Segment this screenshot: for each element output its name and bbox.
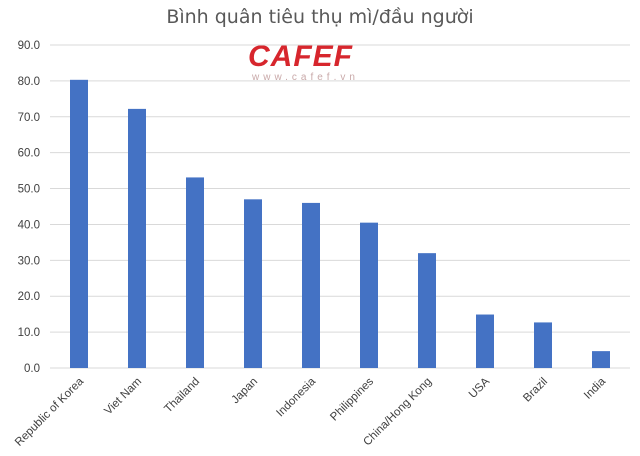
y-tick-label: 40.0 xyxy=(18,219,40,231)
bar xyxy=(70,79,88,368)
bar xyxy=(360,222,378,368)
x-category-label: Brazil xyxy=(521,376,550,405)
y-tick-label: 60.0 xyxy=(18,148,40,160)
x-category-label: Japan xyxy=(229,376,260,407)
x-category-label: USA xyxy=(467,375,492,400)
y-tick-label: 70.0 xyxy=(18,112,40,124)
x-category-label: Indonesia xyxy=(274,375,318,419)
y-tick-label: 50.0 xyxy=(18,184,40,196)
x-category-label: Philippines xyxy=(328,375,376,423)
bar xyxy=(418,253,436,368)
chart-title: Bình quân tiêu thụ mì/đầu người xyxy=(166,6,474,28)
x-category-label: Republic of Korea xyxy=(13,375,87,449)
bar xyxy=(476,314,494,368)
y-tick-label: 20.0 xyxy=(18,291,40,303)
y-tick-label: 10.0 xyxy=(18,327,40,339)
y-tick-label: 0.0 xyxy=(24,363,40,375)
watermark-url: www.cafef.vn xyxy=(252,72,359,83)
x-category-label: Thailand xyxy=(162,376,202,416)
bar xyxy=(128,108,146,368)
x-category-label: Viet Nam xyxy=(102,376,144,418)
y-tick-label: 90.0 xyxy=(18,40,40,52)
bar xyxy=(186,177,204,368)
y-tick-label: 30.0 xyxy=(18,255,40,267)
watermark-logo-text: CAFEF xyxy=(248,40,353,73)
cafef-watermark-logo: CAFEF www.cafef.vn xyxy=(248,40,423,84)
bar xyxy=(534,322,552,368)
x-category-label: India xyxy=(582,375,609,402)
bar xyxy=(244,199,262,368)
bar xyxy=(592,351,610,368)
bar xyxy=(302,202,320,368)
y-tick-label: 80.0 xyxy=(18,76,40,88)
